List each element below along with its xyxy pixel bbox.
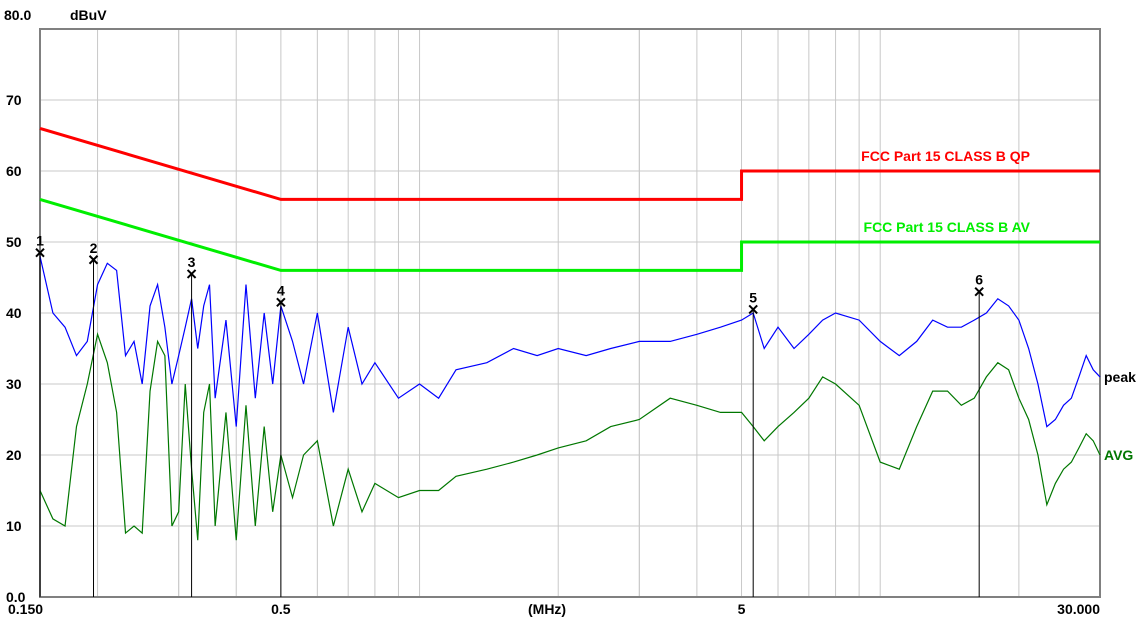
marker-x xyxy=(186,269,197,279)
marker-x xyxy=(88,255,99,265)
marker-x xyxy=(974,286,984,297)
y-tick-label: 70 xyxy=(6,92,22,108)
y-tick-label: 40 xyxy=(6,305,22,321)
marker-label: 4 xyxy=(277,282,285,298)
x-tick-label: 0.5 xyxy=(271,601,291,617)
series-label: peak xyxy=(1104,369,1136,385)
data-series: peak AVG xyxy=(39,256,1136,541)
x-tick-label: 5 xyxy=(738,601,746,617)
y-tick-label: 50 xyxy=(6,234,22,250)
y-tick-label: 20 xyxy=(6,447,22,463)
grid xyxy=(40,29,1100,597)
series-line xyxy=(39,332,1101,541)
marker-label: 5 xyxy=(749,289,757,305)
y-axis-top-label: 80.0 xyxy=(4,7,31,23)
y-axis-unit: dBuV xyxy=(70,7,107,23)
marker-x xyxy=(748,304,758,315)
marker-label: 3 xyxy=(188,254,196,270)
x-axis-unit: (MHz) xyxy=(528,601,566,617)
series-line xyxy=(39,256,1101,428)
y-tick-label: 30 xyxy=(6,376,22,392)
y-tick-label: 10 xyxy=(6,518,22,534)
peak-markers: 1 2 3 4 5 6 xyxy=(35,233,984,597)
y-tick-label: 60 xyxy=(6,163,22,179)
marker-label: 2 xyxy=(90,240,98,256)
limit-line xyxy=(39,126,1100,201)
limit-lines: FCC Part 15 CLASS B QP FCC Part 15 CLASS … xyxy=(39,126,1100,272)
axis-labels: 80.0 dBuV (MHz) 70 60 50 40 30 20 10 0.00.150 0.… xyxy=(4,7,1100,617)
x-tick-label: 0.150 xyxy=(8,601,43,617)
limit-label: FCC Part 15 CLASS B AV xyxy=(864,219,1031,235)
y-tick-label: 0.0 xyxy=(6,589,26,605)
limit-line xyxy=(39,197,1100,272)
marker-label: 1 xyxy=(36,233,44,249)
series-label: AVG xyxy=(1104,447,1133,463)
marker-label: 6 xyxy=(975,272,983,288)
x-tick-label: 30.000 xyxy=(1057,601,1100,617)
limit-label: FCC Part 15 CLASS B QP xyxy=(861,148,1030,164)
marker-x xyxy=(35,247,45,258)
marker-x xyxy=(276,297,286,308)
